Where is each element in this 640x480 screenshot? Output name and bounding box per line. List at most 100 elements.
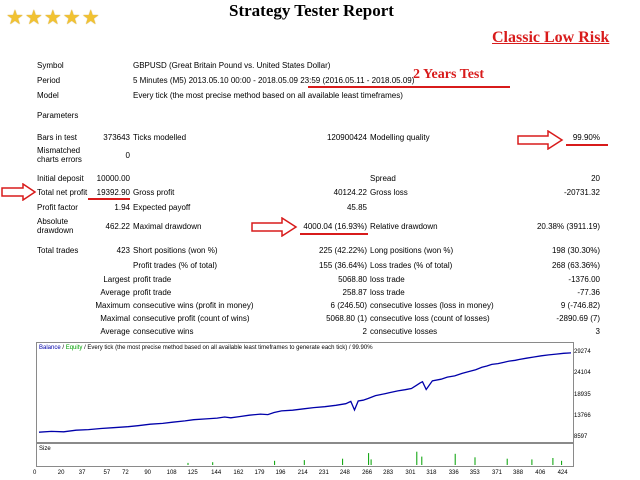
ticks-label: Ticks modelled	[133, 133, 187, 142]
trades-value: 423	[116, 246, 130, 255]
reldd-value: 20.38% (3911.19)	[536, 222, 600, 231]
maxdd-underline	[300, 233, 368, 235]
legend-equity: Equity	[65, 345, 83, 351]
legend-sep: /	[62, 345, 65, 351]
pf-label: Profit factor	[37, 203, 78, 212]
x-tick-label: 90	[144, 470, 152, 476]
y-tick-label: 13766	[574, 412, 591, 419]
size-plot	[187, 451, 563, 465]
x-tick-label: 248	[339, 470, 350, 476]
x-tick-label: 37	[78, 470, 86, 476]
years-test-label: 2 Years Test	[413, 67, 485, 82]
avgwins-label: consecutive wins	[133, 327, 194, 336]
rating-stars: ★★★★★	[6, 7, 101, 29]
size-bar	[416, 451, 418, 465]
netprofit-arrow-icon	[1, 183, 37, 201]
balance-chart: Balance / Equity / Every tick (the most …	[36, 342, 574, 443]
ptrades-value: 155 (36.64%)	[318, 261, 367, 270]
maxlosscnt-label: consecutive loss (count of losses)	[370, 314, 490, 323]
x-tick-label: 0	[33, 470, 37, 476]
balance-line	[38, 352, 572, 433]
chart-legend: Balance / Equity / Every tick (the most …	[39, 344, 373, 352]
deposit-label: Initial deposit	[37, 174, 84, 183]
x-tick-label: 125	[187, 470, 198, 476]
x-tick-label: 406	[535, 470, 546, 476]
model-value: Every tick (the most precise method base…	[133, 91, 403, 100]
x-tick-label: 318	[426, 470, 437, 476]
size-bar	[370, 459, 372, 465]
symbol-value: GBPUSD (Great Britain Pound vs. United S…	[133, 61, 331, 70]
period-underline	[308, 86, 510, 88]
maxloss-value: 9 (-746.82)	[560, 301, 600, 310]
size-bar	[342, 458, 344, 465]
size-bar	[274, 460, 276, 465]
average2-label: Average	[100, 327, 130, 336]
ptrades-label: Profit trades (% of total)	[133, 261, 218, 270]
legend-balance: Balance	[39, 345, 61, 351]
x-tick-label: 301	[405, 470, 416, 476]
x-tick-label: 108	[166, 470, 177, 476]
ltrades-value: 268 (63.36%)	[551, 261, 600, 270]
absdd-label-2: drawdown	[37, 226, 74, 235]
reldd-label: Relative drawdown	[370, 222, 438, 231]
symbol-label: Symbol	[37, 61, 64, 70]
size-bar	[454, 453, 456, 465]
period-value: 5 Minutes (M5) 2013.05.10 00:00 - 2018.0…	[133, 76, 415, 85]
size-bar	[474, 457, 476, 465]
size-bar	[561, 460, 563, 465]
x-tick-label: 336	[448, 470, 459, 476]
avg-profit-label: profit trade	[133, 288, 172, 297]
x-tick-label: 144	[211, 470, 222, 476]
short-value: 225 (42.22%)	[318, 246, 367, 255]
maximum-label: Maximum	[95, 301, 130, 310]
size-label: Size	[39, 446, 51, 452]
size-bar	[531, 459, 533, 465]
bars-value: 373643	[103, 133, 130, 142]
size-bar	[368, 453, 370, 465]
y-tick-label: 8597	[574, 434, 588, 440]
x-tick-label: 57	[103, 470, 111, 476]
netprofit-underline	[88, 198, 130, 200]
avglosses-value: 3	[595, 327, 600, 336]
size-bar	[421, 456, 423, 465]
trades-label: Total trades	[37, 246, 79, 255]
avg-profit-value: 258.87	[342, 288, 367, 297]
x-tick-label: 72	[122, 470, 129, 476]
ticks-value: 120900424	[326, 133, 367, 142]
maxdd-value: 4000.04 (16.93%)	[303, 222, 367, 231]
legend-rest: / Every tick (the most precise method ba…	[84, 345, 373, 351]
maxprofit-label: consecutive profit (count of wins)	[133, 314, 250, 323]
maxdd-label: Maximal drawdown	[133, 222, 202, 231]
grossprofit-label: Gross profit	[133, 188, 175, 197]
size-bar	[303, 460, 305, 465]
maxwins-value: 6 (246.50)	[330, 301, 367, 310]
avg-loss-label: loss trade	[370, 288, 405, 297]
quality-underline	[566, 144, 608, 146]
avglosses-label: consecutive losses	[370, 327, 438, 336]
size-chart: Size	[36, 443, 574, 467]
largest-profit-label: profit trade	[133, 275, 172, 284]
balance-plot	[38, 352, 572, 433]
size-bar	[506, 458, 508, 465]
mismatch-value: 0	[125, 151, 130, 160]
maxwins-label: consecutive wins (profit in money)	[133, 301, 254, 310]
ltrades-label: Loss trades (% of total)	[370, 261, 453, 270]
x-tick-label: 388	[513, 470, 524, 476]
largest-loss-label: loss trade	[370, 275, 405, 284]
mismatch-label-1: Mismatched	[37, 146, 81, 155]
maximal-label: Maximal	[100, 314, 130, 323]
x-tick-label: 231	[318, 470, 329, 476]
quality-value: 99.90%	[572, 133, 600, 142]
report-title: Strategy Tester Report	[229, 1, 394, 20]
grossprofit-value: 40124.22	[333, 188, 367, 197]
pf-value: 1.94	[114, 203, 130, 212]
largest-profit-value: 5068.80	[338, 275, 367, 284]
x-tick-label: 162	[233, 470, 244, 476]
parameters-label: Parameters	[37, 111, 79, 120]
classic-low-risk-label: Classic Low Risk	[492, 29, 610, 46]
maxlosscnt-value: -2890.69 (7)	[556, 314, 600, 323]
grossloss-value: -20731.32	[563, 188, 600, 197]
deposit-value: 10000.00	[96, 174, 130, 183]
y-tick-label: 18935	[574, 391, 591, 398]
y-tick-label: 29274	[574, 349, 591, 355]
